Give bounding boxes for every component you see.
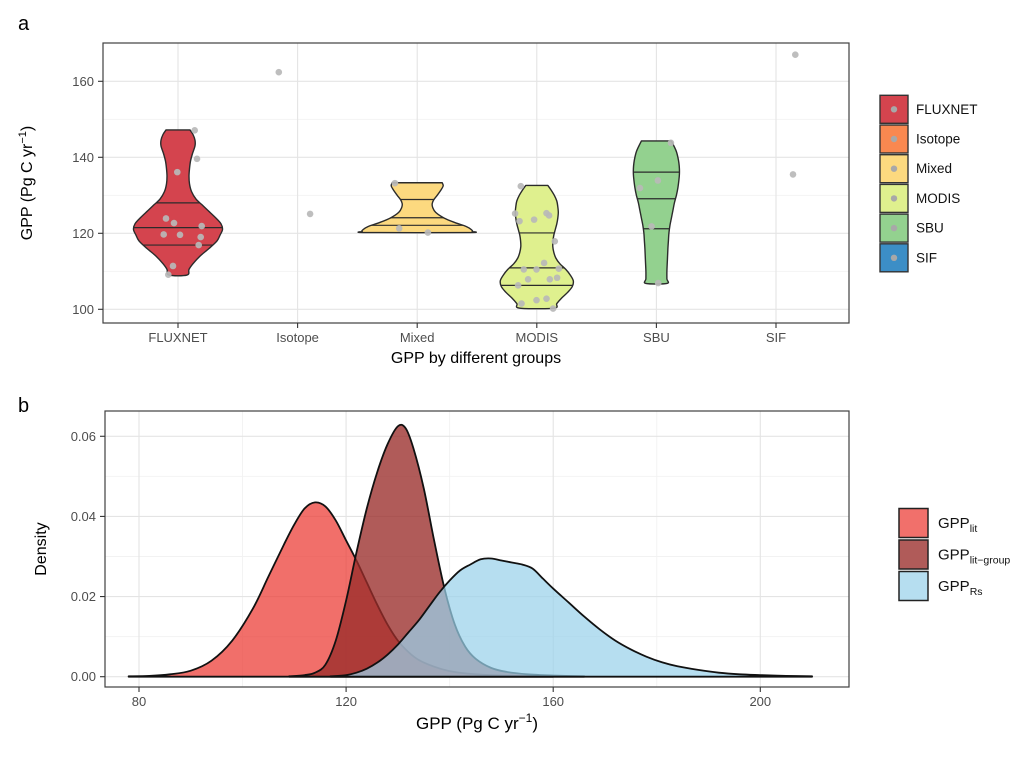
panel-a-x-tick-label: MODIS: [515, 330, 558, 345]
panel-b-y-tick-label: 0.02: [71, 589, 96, 604]
jitter-point-fluxnet: [174, 168, 181, 176]
legend-a-key-dot: [890, 224, 898, 232]
panel-a-x-tick-label: SIF: [766, 330, 786, 345]
legend-b-key-litgroup: [898, 539, 929, 570]
jitter-point-fluxnet: [191, 127, 198, 134]
jitter-point-mixed: [391, 179, 399, 187]
jitter-point-modis: [533, 296, 540, 304]
jitter-point-sif: [789, 171, 797, 178]
jitter-point-modis: [551, 237, 559, 245]
jitter-point-modis: [540, 259, 548, 267]
jitter-point-modis: [533, 266, 540, 273]
legend-a-item-label: Isotope: [916, 132, 960, 147]
jitter-point-sbu: [648, 223, 655, 230]
legend-a-key-dot: [890, 195, 898, 202]
jitter-point-fluxnet: [193, 155, 201, 163]
jitter-point-sbu: [636, 184, 644, 192]
panel-a-x-tick-label: SBU: [643, 330, 670, 345]
violin-sbu: [632, 140, 681, 285]
jitter-point-modis: [518, 300, 525, 307]
jitter-point-modis: [545, 212, 553, 219]
legend-a-item-label: FLUXNET: [916, 102, 978, 117]
legend-a-item-label: Mixed: [916, 161, 952, 176]
jitter-point-isotope: [306, 210, 314, 218]
jitter-point-modis: [549, 305, 557, 312]
legend-a-key-dot: [890, 135, 898, 143]
jitter-point-fluxnet: [195, 241, 202, 249]
jitter-point-modis: [546, 275, 554, 283]
jitter-point-mixed: [424, 229, 432, 236]
jitter-point-sbu: [667, 139, 675, 147]
density-gpp_rs: [329, 557, 813, 678]
jitter-point-modis: [511, 210, 519, 217]
legend-b-key-rs: [898, 570, 929, 602]
jitter-point-isotope: [275, 68, 283, 76]
panel-b-x-tick-label: 200: [749, 694, 771, 709]
legend-a-key-dot: [890, 106, 898, 113]
panel-b-y-axis-title: Density: [33, 522, 50, 575]
panel-b-x-axis-title: GPP (Pg C yr−1): [416, 711, 538, 733]
panel-a-x-tick-label: Mixed: [400, 330, 435, 345]
jitter-point-modis: [543, 295, 550, 302]
legend-a-key-modis: [879, 183, 909, 214]
legend-b-item-label: GPPlit: [938, 515, 977, 535]
panel-a-x-tick-label: FLUXNET: [148, 330, 207, 345]
legend-a-item-label: SIF: [916, 250, 937, 265]
jitter-point-modis: [524, 275, 532, 283]
legend-b-item-label: GPPlit−group: [938, 547, 1010, 567]
violin-mixed: [357, 182, 477, 234]
jitter-point-modis: [555, 265, 563, 272]
jitter-point-modis: [520, 266, 528, 273]
panel-b-x-tick-label: 160: [542, 694, 564, 709]
jitter-point-fluxnet: [198, 222, 205, 230]
panel-a-y-tick-label: 140: [72, 150, 94, 165]
jitter-point-modis: [553, 274, 561, 282]
panel-a-y-axis-title: GPP (Pg C yr−1): [17, 126, 36, 241]
legend-a-key-dot: [890, 254, 898, 261]
legend-b-key-lit: [898, 507, 929, 539]
jitter-point-fluxnet: [170, 219, 178, 227]
violin-modis: [499, 184, 575, 310]
legend-a-key-dot: [890, 165, 898, 172]
legend-b-item-label: GPPRs: [938, 578, 983, 598]
panel-b-border: [104, 410, 850, 688]
jitter-point-sif: [792, 51, 799, 58]
panel-a-x-tick-label: Isotope: [276, 330, 319, 345]
legend-a-item-label: MODIS: [916, 191, 960, 206]
jitter-point-mixed: [395, 225, 403, 232]
panel-a-x-axis-title: GPP by different groups: [391, 350, 561, 367]
panel-b-x-tick-label: 80: [132, 694, 146, 709]
panel-a-y-tick-label: 120: [72, 226, 94, 241]
jitter-point-modis: [530, 216, 538, 223]
jitter-point-modis: [514, 282, 522, 289]
jitter-point-fluxnet: [162, 215, 170, 222]
jitter-point-fluxnet: [176, 231, 184, 239]
jitter-point-modis: [517, 182, 525, 190]
legend-a-item-label: SBU: [916, 221, 944, 236]
jitter-point-fluxnet: [197, 233, 204, 241]
panel-b-y-tick-label: 0.06: [71, 429, 96, 444]
panel-b-tag: b: [18, 395, 29, 417]
panel-b-y-tick-label: 0.04: [71, 509, 96, 524]
jitter-point-sbu: [654, 279, 662, 287]
panel-a-y-tick-label: 160: [72, 74, 94, 89]
jitter-point-fluxnet: [165, 271, 172, 279]
jitter-point-sbu: [654, 177, 662, 184]
panel-a-border: [102, 42, 850, 324]
panel-b-x-tick-label: 120: [335, 694, 357, 709]
panel-a-tag: a: [18, 13, 30, 35]
panel-a-y-tick-label: 100: [72, 302, 94, 317]
jitter-point-fluxnet: [169, 262, 177, 270]
jitter-point-modis: [516, 217, 523, 225]
panel-b-y-tick-label: 0.00: [71, 669, 96, 684]
jitter-point-fluxnet: [160, 231, 167, 238]
